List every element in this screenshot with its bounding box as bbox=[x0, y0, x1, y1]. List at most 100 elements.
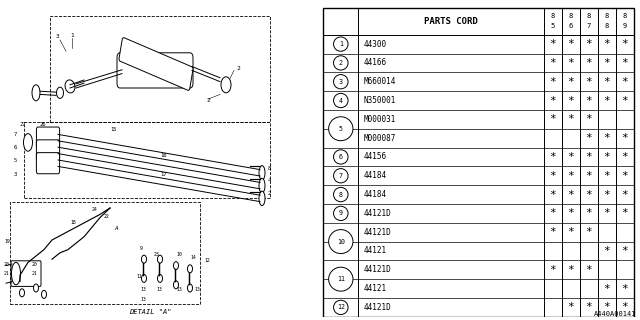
Text: 13: 13 bbox=[140, 297, 146, 302]
Text: 44166: 44166 bbox=[364, 59, 387, 68]
Text: *: * bbox=[550, 152, 556, 162]
Text: *: * bbox=[568, 189, 574, 200]
Text: PARTS CORD: PARTS CORD bbox=[424, 17, 478, 26]
Text: *: * bbox=[586, 189, 592, 200]
Text: 9: 9 bbox=[623, 23, 627, 29]
Text: 13: 13 bbox=[140, 287, 146, 292]
Text: *: * bbox=[604, 96, 610, 106]
Text: *: * bbox=[604, 284, 610, 293]
Text: 1: 1 bbox=[339, 41, 343, 47]
Text: 5: 5 bbox=[339, 126, 343, 132]
Text: *: * bbox=[621, 58, 628, 68]
Ellipse shape bbox=[173, 262, 179, 269]
Ellipse shape bbox=[259, 191, 265, 205]
Text: *: * bbox=[568, 77, 574, 87]
Text: *: * bbox=[568, 152, 574, 162]
Ellipse shape bbox=[221, 77, 231, 93]
Text: *: * bbox=[568, 58, 574, 68]
Text: *: * bbox=[621, 171, 628, 181]
Text: *: * bbox=[586, 302, 592, 312]
Text: 44121: 44121 bbox=[364, 246, 387, 255]
Text: 44121D: 44121D bbox=[364, 228, 391, 237]
Text: M000031: M000031 bbox=[364, 115, 396, 124]
Text: 6: 6 bbox=[14, 145, 17, 150]
Text: *: * bbox=[604, 171, 610, 181]
Text: 3: 3 bbox=[339, 79, 343, 85]
Text: 2: 2 bbox=[206, 98, 210, 103]
Text: *: * bbox=[586, 133, 592, 143]
Text: 9: 9 bbox=[140, 246, 143, 251]
Text: 3: 3 bbox=[14, 172, 17, 177]
Ellipse shape bbox=[157, 255, 163, 263]
Text: 44300: 44300 bbox=[364, 40, 387, 49]
Text: *: * bbox=[550, 58, 556, 68]
FancyBboxPatch shape bbox=[117, 53, 193, 88]
Text: 6: 6 bbox=[339, 154, 343, 160]
Circle shape bbox=[333, 169, 348, 183]
Ellipse shape bbox=[12, 262, 20, 285]
Ellipse shape bbox=[157, 274, 163, 282]
Text: *: * bbox=[550, 227, 556, 237]
Text: *: * bbox=[604, 77, 610, 87]
Circle shape bbox=[333, 37, 348, 51]
Ellipse shape bbox=[32, 85, 40, 101]
Text: *: * bbox=[586, 171, 592, 181]
Text: 14: 14 bbox=[190, 255, 196, 260]
Text: *: * bbox=[586, 208, 592, 218]
Text: *: * bbox=[568, 96, 574, 106]
Text: 8: 8 bbox=[569, 13, 573, 20]
Text: 2: 2 bbox=[236, 66, 240, 71]
Text: *: * bbox=[604, 302, 610, 312]
Text: 13: 13 bbox=[194, 287, 200, 292]
Text: 7: 7 bbox=[339, 173, 343, 179]
Text: 8: 8 bbox=[339, 192, 343, 197]
Text: 13: 13 bbox=[156, 287, 162, 292]
Text: *: * bbox=[604, 58, 610, 68]
Ellipse shape bbox=[24, 133, 33, 151]
Text: 8: 8 bbox=[605, 23, 609, 29]
Circle shape bbox=[333, 56, 348, 70]
Text: 13: 13 bbox=[176, 287, 182, 292]
Text: *: * bbox=[604, 133, 610, 143]
FancyBboxPatch shape bbox=[36, 140, 60, 161]
Text: *: * bbox=[604, 208, 610, 218]
Text: 16: 16 bbox=[160, 153, 166, 158]
Text: *: * bbox=[621, 189, 628, 200]
Text: *: * bbox=[621, 39, 628, 49]
Ellipse shape bbox=[173, 281, 179, 289]
Text: 26: 26 bbox=[40, 122, 47, 127]
Text: 10: 10 bbox=[337, 239, 345, 244]
Text: *: * bbox=[586, 39, 592, 49]
Text: 4: 4 bbox=[268, 179, 271, 183]
Text: *: * bbox=[550, 114, 556, 124]
Text: 7: 7 bbox=[14, 132, 17, 137]
Text: 44121: 44121 bbox=[364, 284, 387, 293]
Text: *: * bbox=[604, 189, 610, 200]
Text: 5: 5 bbox=[14, 157, 17, 163]
Text: 4: 4 bbox=[339, 98, 343, 104]
Text: *: * bbox=[621, 208, 628, 218]
Text: *: * bbox=[550, 96, 556, 106]
Text: *: * bbox=[621, 284, 628, 293]
Text: *: * bbox=[621, 152, 628, 162]
Text: *: * bbox=[586, 227, 592, 237]
Text: *: * bbox=[568, 208, 574, 218]
Text: 3: 3 bbox=[56, 34, 60, 39]
Text: 7: 7 bbox=[587, 23, 591, 29]
Text: *: * bbox=[621, 246, 628, 256]
Ellipse shape bbox=[65, 80, 75, 93]
Text: A: A bbox=[114, 227, 118, 231]
Text: *: * bbox=[621, 96, 628, 106]
Text: *: * bbox=[621, 302, 628, 312]
Text: 20: 20 bbox=[32, 262, 38, 267]
Text: *: * bbox=[550, 265, 556, 275]
Text: *: * bbox=[621, 133, 628, 143]
Text: 17: 17 bbox=[160, 172, 166, 177]
Text: A440A00141: A440A00141 bbox=[595, 311, 637, 317]
Text: 44184: 44184 bbox=[364, 190, 387, 199]
Ellipse shape bbox=[259, 166, 265, 180]
Text: 19: 19 bbox=[4, 239, 10, 244]
Text: *: * bbox=[568, 227, 574, 237]
Ellipse shape bbox=[56, 87, 63, 98]
Text: 11: 11 bbox=[337, 276, 345, 282]
